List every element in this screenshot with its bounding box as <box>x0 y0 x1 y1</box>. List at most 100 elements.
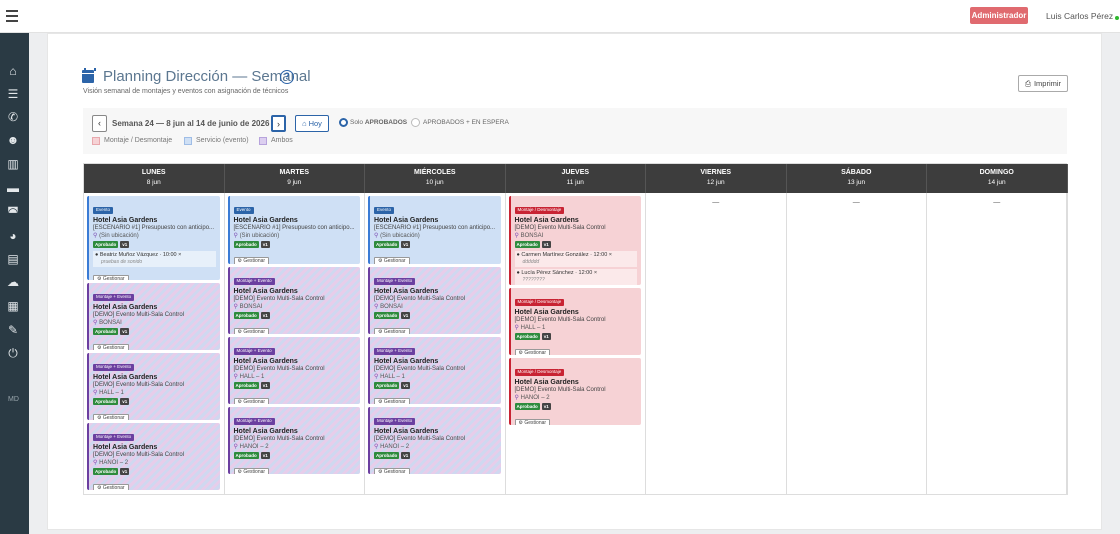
empty-day-marker: — <box>993 199 1001 206</box>
event-card[interactable]: Evento Hotel Asia Gardens [ESCENARIO #1] P… <box>87 196 220 280</box>
manage-button[interactable]: ⚙ Gestionar <box>514 348 551 355</box>
assigned-technician[interactable]: ● Carmen Martínez González · 12:00 × dddd… <box>514 251 637 267</box>
event-card[interactable]: Montaje + Evento Hotel Asia Gardens [DEMO]… <box>368 337 501 404</box>
day-name: LUNES <box>141 169 166 176</box>
event-card[interactable]: Montaje + Evento Hotel Asia Gardens [DEMO]… <box>368 407 501 474</box>
phone-icon[interactable]: ✆ <box>7 110 19 124</box>
event-description: [DEMO] Evento Multi-Sala Control <box>93 382 185 388</box>
user-icon: ● <box>516 252 522 258</box>
event-card[interactable]: Montaje + Evento Hotel Asia Gardens [DEMO]… <box>227 407 360 474</box>
prev-week-button[interactable]: ‹ <box>92 115 107 132</box>
approved-badge: Aprobado <box>514 241 540 248</box>
print-label: Imprimir <box>1033 79 1062 88</box>
user-icon: ● <box>516 270 522 276</box>
map-pin-icon: ⚲ <box>374 304 381 310</box>
menu-icon[interactable] <box>6 9 18 23</box>
event-venue: Hotel Asia Gardens <box>233 428 298 435</box>
event-card[interactable]: Montaje / Desmontaje Hotel Asia Gardens [D… <box>508 288 641 355</box>
radio-approved-pending-label[interactable]: APROBADOS + EN ESPERA <box>423 119 509 126</box>
status-tags: Aprobado v1 <box>374 452 497 460</box>
technician-name: Lucía Pérez Sánchez · 12:00 <box>521 270 593 276</box>
radio-approved-only[interactable] <box>339 118 348 127</box>
approved-badge: Aprobado <box>514 333 540 340</box>
home-icon[interactable]: ⌂ <box>9 64 17 78</box>
manage-button[interactable]: ⚙ Gestionar <box>374 467 410 474</box>
event-location: ⚲ BONSAI <box>374 303 497 310</box>
printer-icon[interactable]: ▦ <box>7 299 19 313</box>
assigned-technician[interactable]: ● Lucía Pérez Sánchez · 12:00 ×???????? <box>514 269 637 285</box>
folder-icon[interactable]: ▬ <box>7 181 19 195</box>
radio-approved-only-label[interactable]: Solo APROBADOS <box>350 119 407 126</box>
manage-label: Gestionar <box>102 415 125 420</box>
remove-technician-icon[interactable]: × <box>176 252 182 258</box>
location-label: HANOI – 2 <box>99 460 129 466</box>
event-location: ⚲ (Sin ubicación) <box>234 232 357 239</box>
palette-icon[interactable]: ◕ <box>9 229 17 243</box>
event-venue: Hotel Asia Gardens <box>514 379 579 386</box>
gear-icon: ⚙ <box>237 469 244 474</box>
manage-button[interactable]: ⚙ Gestionar <box>233 467 270 474</box>
manage-button[interactable]: ⚙ Gestionar <box>233 327 270 334</box>
users-icon[interactable]: ☻ <box>6 133 20 147</box>
manage-label: Gestionar <box>383 399 406 404</box>
wrench-icon[interactable]: ✎ <box>7 323 19 337</box>
event-description: [ESCENARIO #1] Presupuesto con anticipo.… <box>93 225 215 231</box>
manage-button[interactable]: ⚙ Gestionar <box>514 418 551 425</box>
event-card[interactable]: Montaje + Evento Hotel Asia Gardens [DEMO]… <box>227 337 360 404</box>
power-icon[interactable]: ⏻ <box>8 346 18 360</box>
legend-swatch-ambos <box>259 137 267 145</box>
event-card[interactable]: Montaje + Evento Hotel Asia Gardens [DEMO]… <box>87 283 220 350</box>
map-pin-icon: ⚲ <box>514 325 521 331</box>
location-label: (Sin ubicación) <box>239 233 280 239</box>
event-type-badge: Montaje + Evento <box>93 363 135 371</box>
manage-button[interactable]: ⚙ Gestionar <box>93 274 129 280</box>
today-button[interactable]: ⌂ Hoy <box>295 115 329 132</box>
help-icon[interactable]: ? <box>280 70 294 84</box>
event-card[interactable]: Evento Hotel Asia Gardens [ESCENARIO #1] P… <box>368 196 501 264</box>
cloud-icon[interactable]: ☁ <box>7 275 19 289</box>
event-card[interactable]: Montaje / Desmontaje Hotel Asia Gardens [D… <box>508 358 641 425</box>
print-button[interactable]: ⎙ Imprimir <box>1018 75 1068 92</box>
manage-button[interactable]: ⚙ Gestionar <box>374 397 410 404</box>
radio-approved-pending[interactable] <box>411 118 420 127</box>
manage-button[interactable]: ⚙ Gestionar <box>233 397 270 404</box>
event-type-badge: Montaje / Desmontaje <box>514 206 565 214</box>
event-card[interactable]: Montaje + Evento Hotel Asia Gardens [DEMO]… <box>368 267 501 334</box>
gear-icon: ⚙ <box>97 415 103 420</box>
gear-icon: ⚙ <box>237 329 244 334</box>
manage-button[interactable]: ⚙ Gestionar <box>93 483 129 490</box>
building-icon[interactable]: ▥ <box>7 157 19 171</box>
page-title: Planning Dirección — Semanal <box>103 68 311 85</box>
gear-icon: ⚙ <box>97 345 103 350</box>
version-badge: v1 <box>401 452 411 459</box>
assigned-technician[interactable]: ● Beatriz Muñoz Vázquez · 10:00 × pruebas… <box>93 251 216 267</box>
map-pin-icon: ⚲ <box>233 233 240 239</box>
box-icon[interactable]: ▤ <box>7 252 19 266</box>
event-card[interactable]: Montaje + Evento Hotel Asia Gardens [DEMO]… <box>227 267 360 334</box>
event-card[interactable]: Evento Hotel Asia Gardens [ESCENARIO #1] P… <box>227 196 360 264</box>
technician-name: Carmen Martínez González · 12:00 <box>521 252 608 258</box>
event-card[interactable]: Montaje / Desmontaje Hotel Asia Gardens [D… <box>508 196 641 285</box>
event-card[interactable]: Montaje + Evento Hotel Asia Gardens [DEMO]… <box>87 423 220 490</box>
manage-button[interactable]: ⚙ Gestionar <box>93 343 129 350</box>
manage-button[interactable]: ⚙ Gestionar <box>374 327 410 334</box>
sliders-icon[interactable]: ☰ <box>7 87 19 101</box>
day-date: 14 jun <box>987 179 1006 186</box>
admin-button[interactable]: Administrador <box>970 7 1028 24</box>
manage-button[interactable]: ⚙ Gestionar <box>374 256 410 264</box>
remove-technician-icon[interactable]: × <box>607 252 613 258</box>
event-location: ⚲ HANOI – 2 <box>93 459 216 466</box>
next-week-button[interactable]: › <box>271 115 286 132</box>
event-card[interactable]: Montaje + Evento Hotel Asia Gardens [DEMO]… <box>87 353 220 420</box>
legend-swatch-servicio <box>184 137 192 145</box>
version-badge: v1 <box>260 312 270 319</box>
manage-label: Gestionar <box>102 485 125 490</box>
location-label: (Sin ubicación) <box>99 233 139 239</box>
manage-button[interactable]: ⚙ Gestionar <box>233 256 270 264</box>
location-label: HANOI – 2 <box>520 395 550 401</box>
manage-button[interactable]: ⚙ Gestionar <box>93 413 129 420</box>
user-menu[interactable]: Luis Carlos Pérez <box>1046 11 1120 21</box>
event-venue: Hotel Asia Gardens <box>374 428 439 435</box>
car-icon[interactable]: ◚ <box>7 205 19 219</box>
remove-technician-icon[interactable]: × <box>592 270 598 276</box>
